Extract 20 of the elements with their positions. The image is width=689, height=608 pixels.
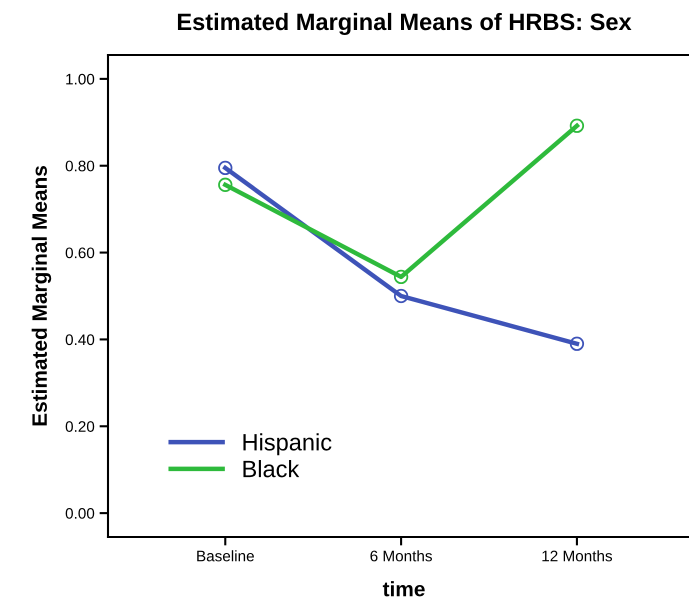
point [570,118,584,133]
y-tick-label: 0.40 [66,334,94,346]
point [570,336,584,351]
x-tick-label: 6 Months [370,550,432,562]
y-tick-label: 0.80 [66,160,94,172]
legend-label: Hispanic [243,433,332,456]
chart-title: Estimated Marginal Means of HRBS: Sex [178,12,632,36]
x-axis-title: time [382,581,425,596]
y-tick-label: 0.20 [66,421,94,432]
x-tick-label: 12 Months [542,550,612,562]
y-tick-label: 0.00 [66,508,94,519]
point [218,178,232,192]
x-tick-label: Baseline [197,550,254,562]
point [394,270,408,284]
point [394,288,408,304]
y-axis-title: Estimated Marginal Means [32,166,52,426]
point [218,160,232,176]
y-tick-label: 0.60 [66,247,94,258]
y-tick-label: 1.00 [66,74,94,85]
legend-label: Black [243,460,300,478]
